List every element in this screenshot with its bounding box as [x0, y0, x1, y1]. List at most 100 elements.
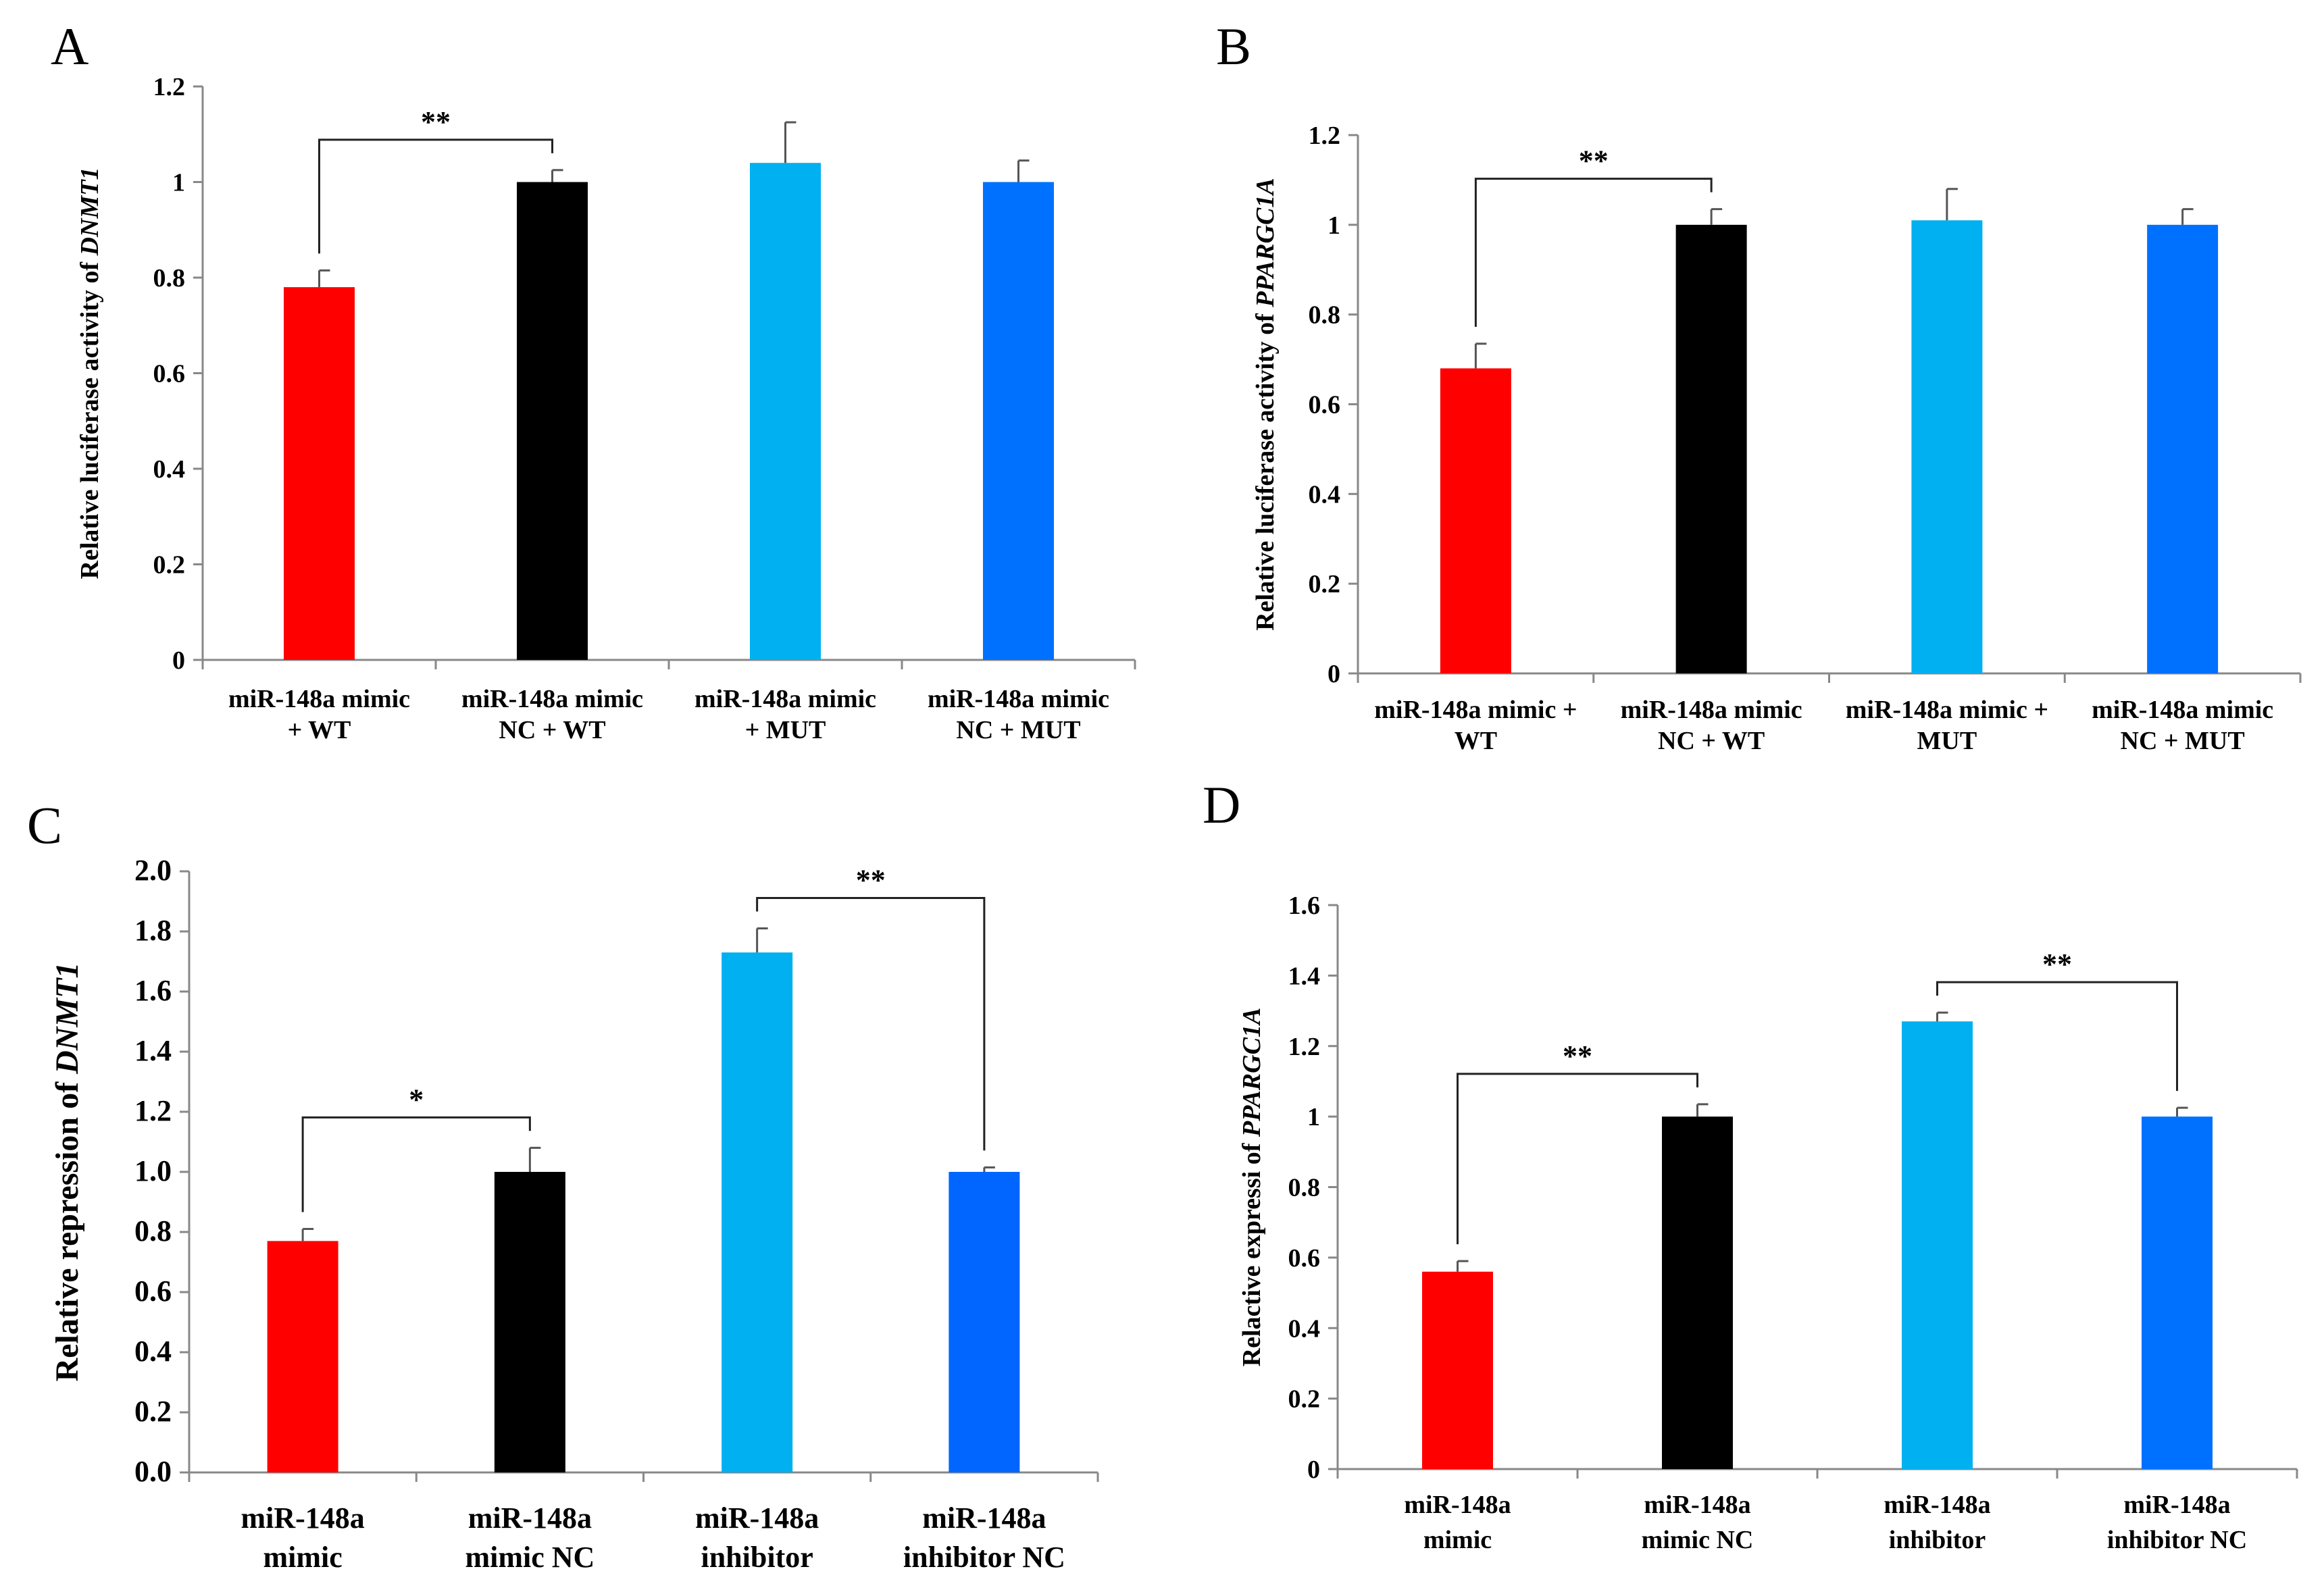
bar [2147, 224, 2219, 673]
bar [1902, 1021, 1973, 1469]
category-label: inhibitor NC [2107, 1526, 2247, 1554]
panel-letter: A [51, 17, 89, 76]
panel-b: B 0 0.2 0.4 0.6 0.8 1 1.2 Relative luciferase ac… [1216, 17, 2302, 755]
significance-label: ** [856, 864, 886, 897]
category-label: miR-148a [695, 1501, 819, 1535]
category-label: miR-148a mimic [461, 685, 643, 713]
category-label: mimic [263, 1541, 342, 1574]
y-tick-label: 0.2 [1309, 570, 1341, 598]
category-label: + WT [288, 716, 351, 744]
y-tick-label: 0.6 [1288, 1244, 1321, 1273]
y-tick-label: 0.8 [153, 264, 186, 292]
category-label: NC + MUT [2121, 727, 2245, 755]
category-label: NC + WT [499, 716, 605, 744]
category-label: miR-148a mimic [228, 685, 410, 713]
bar [2142, 1116, 2213, 1469]
panel-c: C 0.0 0.2 0.4 0.6 0.8 1.0 1.2 1.4 1.6 1.8 2.0 Relati… [27, 796, 1099, 1574]
significance-label: ** [1579, 145, 1609, 178]
significance-bracket [1457, 1073, 1698, 1245]
y-axis-label-text: Relative luciferase activity of [1251, 307, 1280, 631]
significance-label: ** [1563, 1039, 1592, 1073]
y-axis-label-gene: PPARGC1A [1251, 178, 1280, 307]
panel-letter: B [1216, 17, 1251, 76]
y-tick-label: 1.8 [134, 914, 172, 947]
y-tick-label: 1 [1328, 211, 1340, 240]
category-label: miR-148a [468, 1501, 592, 1535]
bar [722, 952, 793, 1472]
y-tick-label: 0.4 [134, 1335, 172, 1368]
bar [494, 1172, 565, 1472]
y-tick-label: 1 [1307, 1103, 1320, 1131]
significance-bracket [1474, 178, 1713, 327]
bar [517, 182, 588, 660]
category-label: miR-148a mimic + [1846, 696, 2048, 724]
category-label: miR-148a mimic [2092, 696, 2273, 724]
significance-bracket [318, 138, 553, 254]
y-tick-label: 0.2 [134, 1395, 172, 1428]
y-tick-label: 0 [1307, 1456, 1320, 1484]
category-label: miR-148a [2123, 1491, 2230, 1519]
bar [267, 1241, 338, 1472]
y-axis-label: Relative luciferase activity of PPARGC1A [1251, 178, 1280, 630]
category-label: mimic NC [1642, 1526, 1754, 1554]
category-label: miR-148a mimic + [1374, 696, 1577, 724]
y-tick-label: 1 [172, 169, 185, 197]
category-label: inhibitor [701, 1541, 813, 1574]
y-tick-label: 0 [172, 646, 185, 675]
category-label: miR-148a [922, 1501, 1046, 1535]
y-axis-label-gene: DNMT1 [76, 168, 104, 257]
y-axis-label-gene: DNMT1 [49, 962, 85, 1075]
y-tick-label: 0.8 [134, 1214, 172, 1248]
y-tick-label: 0.2 [153, 551, 186, 580]
bar [983, 182, 1054, 660]
y-axis-label: Relative repression of DNMT1 [49, 962, 85, 1382]
significance-bracket [301, 1116, 531, 1212]
y-tick-label: 0.2 [1288, 1385, 1321, 1414]
category-label: miR-148a [1884, 1491, 1990, 1519]
y-axis-label-text: Relactive expressi of [1238, 1137, 1266, 1366]
y-tick-label: 1.6 [134, 974, 172, 1007]
bar [1911, 220, 1983, 674]
panel-letter: C [27, 796, 62, 854]
category-label: miR-148a mimic [1621, 696, 1802, 724]
category-label: NC + WT [1658, 727, 1765, 755]
y-axis-label: Relative luciferase activity of DNMT1 [76, 168, 104, 580]
category-label: miR-148a [1404, 1491, 1511, 1519]
y-tick-label: 0.8 [1288, 1174, 1321, 1202]
y-tick-label: 0.4 [153, 455, 186, 484]
y-tick-label: 1.4 [134, 1034, 172, 1067]
bar [1422, 1271, 1493, 1469]
y-axis-label-gene: PPARGC1A [1238, 1008, 1266, 1137]
y-tick-label: 1.2 [1288, 1033, 1321, 1061]
category-label: mimic [1423, 1526, 1492, 1554]
category-label: miR-148a [241, 1501, 364, 1535]
y-tick-label: 1.0 [134, 1154, 172, 1187]
y-tick-label: 1.6 [1288, 892, 1321, 920]
y-tick-label: 1.2 [134, 1094, 172, 1127]
bar [1662, 1116, 1733, 1469]
y-axis-label-text: Relative luciferase activity of [76, 255, 104, 579]
y-tick-label: 0.8 [1309, 301, 1341, 330]
category-label: NC + MUT [956, 716, 1080, 744]
y-tick-label: 0.0 [134, 1455, 172, 1488]
bar [1675, 224, 1747, 673]
y-tick-label: 0.6 [1309, 391, 1341, 419]
category-label: miR-148a mimic [928, 685, 1109, 713]
bar [750, 163, 821, 660]
category-label: WT [1455, 727, 1497, 755]
y-tick-label: 0.6 [134, 1275, 172, 1308]
significance-bracket [756, 897, 986, 1151]
significance-label: ** [421, 105, 451, 138]
bar [1440, 368, 1511, 673]
significance-bracket [1936, 981, 2178, 1092]
y-tick-label: 2.0 [134, 854, 172, 887]
category-label: miR-148a mimic [694, 685, 876, 713]
category-label: inhibitor [1889, 1526, 1986, 1554]
panel-letter: D [1203, 775, 1240, 834]
significance-label: * [409, 1083, 424, 1116]
y-axis-label-text: Relative repression of [49, 1074, 85, 1381]
category-label: inhibitor NC [903, 1541, 1065, 1574]
panel-d: D 0 0.2 0.4 0.6 0.8 1 1.2 1.4 1.6 Relactive expres… [1203, 775, 2298, 1554]
panel-a: A 0 0.2 0.4 0.6 0.8 1 1.2 Relative luciferase ac… [51, 17, 1136, 744]
